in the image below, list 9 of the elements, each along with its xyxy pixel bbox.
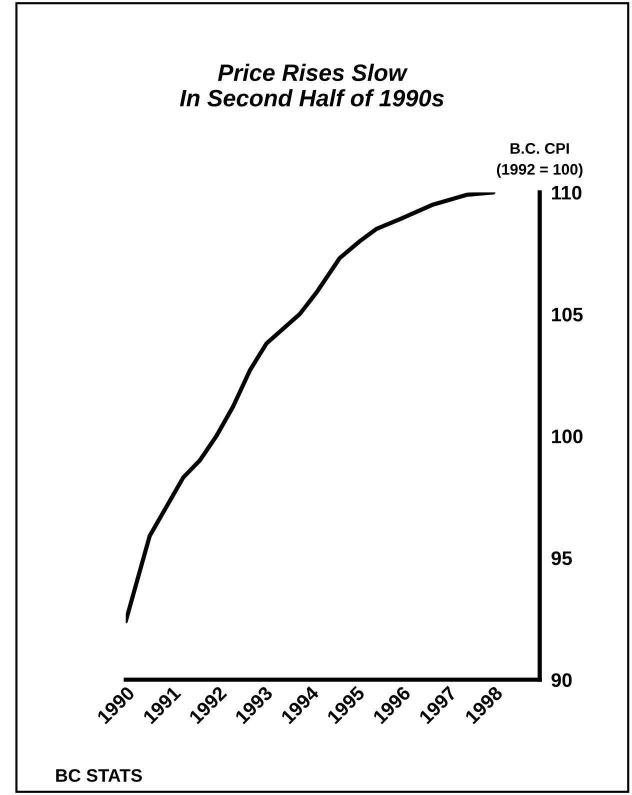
y-tick-label: 105 bbox=[552, 308, 583, 322]
y-axis-title: B.C. CPI (1992 = 100) bbox=[496, 143, 583, 178]
text: BC STATS bbox=[56, 769, 142, 782]
y-tick-label: 90 bbox=[552, 673, 572, 687]
y-tick-label: 100 bbox=[552, 430, 582, 444]
line-series bbox=[126, 192, 496, 624]
y-tick-label: 110 bbox=[552, 186, 582, 200]
chart-title: Price Rises Slow In Second Half of 1990s bbox=[180, 64, 444, 107]
y-tick-label: 95 bbox=[552, 551, 572, 566]
